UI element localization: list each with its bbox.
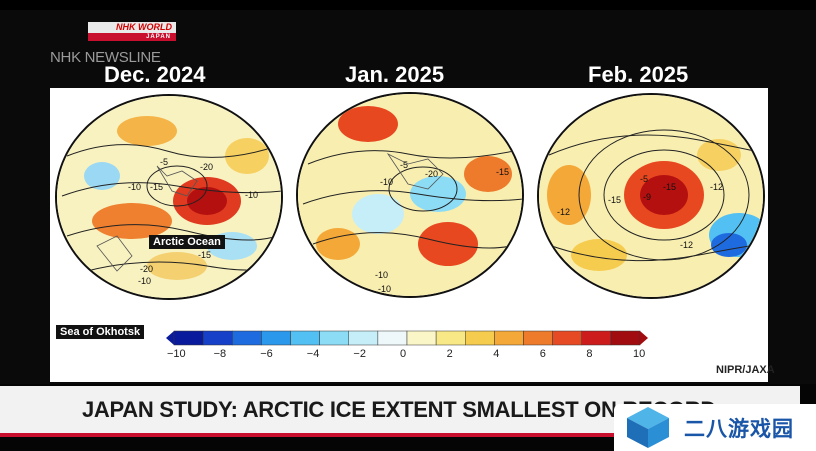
red-stripe (0, 433, 816, 437)
colorbar-arrow-high (640, 331, 648, 345)
headline-text: JAPAN STUDY: ARCTIC ICE EXTENT SMALLEST … (82, 397, 716, 422)
contour-label: -15 (608, 195, 621, 205)
colorbar-cell (232, 330, 262, 346)
colorbar-cell (610, 330, 641, 346)
colorbar-cell (465, 330, 495, 346)
contour-label: -15 (663, 182, 676, 192)
arctic-map-dec (55, 94, 283, 300)
colorbar-tick-label: 10 (633, 348, 646, 360)
colorbar-cell (494, 330, 524, 346)
colorbar-cell (406, 330, 437, 346)
colorbar-tick-label: −6 (260, 348, 273, 360)
colorbar-cell (523, 330, 553, 346)
contour-label: -12 (557, 207, 570, 217)
colorbar-arrow-low (166, 331, 174, 345)
colorbar-tick-label: −2 (353, 348, 366, 360)
colorbar-cell (552, 330, 582, 346)
contour-label: -20 (200, 162, 213, 172)
colorbar-tick-label: 6 (539, 348, 546, 360)
map-title-feb: Feb. 2025 (588, 62, 689, 87)
colorbar-cell (261, 330, 291, 346)
colorbar (166, 330, 648, 346)
colorbar-tick-label: −8 (213, 348, 227, 360)
contour-label: -15 (496, 167, 509, 177)
colorbar-tick-label: 4 (493, 348, 500, 360)
okhotsk-label: Sea of Okhotsk (56, 325, 145, 339)
contour-label: -9 (643, 192, 651, 202)
colorbar-tick-label: −10 (167, 348, 186, 360)
contour-label: -5 (640, 174, 648, 184)
contour-label: -20 (140, 264, 153, 274)
colorbar-cell (348, 330, 379, 346)
colorbar-cell (290, 330, 320, 346)
arctic-ocean-label: Arctic Ocean (149, 235, 225, 249)
contour-label: -10 (375, 270, 388, 280)
contour-label: -10 (378, 284, 391, 294)
contour-label: -15 (198, 250, 211, 260)
top-band (0, 0, 816, 10)
contour-label: -10 (380, 177, 393, 187)
logo-top-text: NHK WORLD (88, 22, 176, 33)
colorbar-cell (581, 330, 612, 346)
contour-label: -12 (680, 240, 693, 250)
nhk-world-logo: NHK WORLD JAPAN (88, 22, 176, 42)
contour-label: -5 (160, 157, 168, 167)
program-name: NHK NEWSLINE (50, 49, 161, 66)
contour-label: -10 (245, 190, 258, 200)
contour-label: -12 (710, 182, 723, 192)
colorbar-cell (202, 330, 233, 346)
colorbar-cell (435, 330, 466, 346)
contour-label: -20 (425, 169, 438, 179)
watermark-text: 二八游戏园 (684, 417, 794, 441)
source-credit: NIPR/JAXA (716, 364, 775, 376)
colorbar-tick-label: −4 (306, 348, 320, 360)
arctic-map-jan (296, 92, 524, 298)
colorbar-cell (319, 330, 349, 346)
colorbar-tick-label: 2 (446, 348, 453, 360)
colorbar-tick-label: 0 (400, 348, 407, 360)
colorbar-cell (377, 330, 408, 346)
contour-label: -10 (128, 182, 141, 192)
contour-label: -5 (400, 160, 408, 170)
arctic-map-feb (537, 93, 765, 299)
colorbar-cell (173, 330, 204, 346)
contour-label: -10 (138, 276, 151, 286)
map-title-jan: Jan. 2025 (345, 62, 445, 87)
colorbar-tick-label: 8 (586, 348, 593, 360)
map-title-dec: Dec. 2024 (104, 62, 206, 87)
contour-label: -15 (150, 182, 163, 192)
watermark-cube-icon (627, 407, 669, 448)
logo-bottom-text: JAPAN (88, 33, 176, 41)
